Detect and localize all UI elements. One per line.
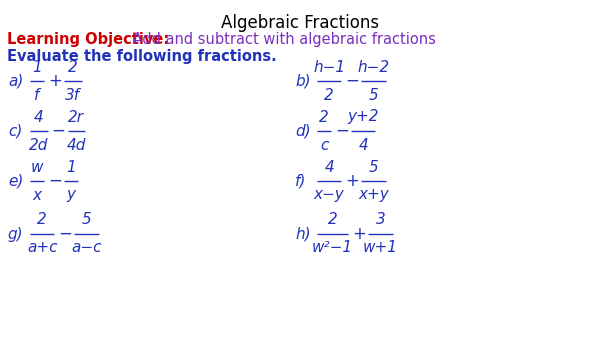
Text: 2: 2 [328, 213, 337, 227]
Text: 5: 5 [369, 87, 379, 102]
Text: y+2: y+2 [347, 109, 379, 124]
Text: w²−1: w²−1 [312, 240, 353, 256]
Text: 2: 2 [319, 109, 329, 124]
Text: +: + [346, 172, 359, 190]
Text: a−c: a−c [71, 240, 102, 256]
Text: c): c) [8, 123, 22, 139]
Text: c: c [320, 138, 328, 153]
Text: +: + [352, 225, 366, 243]
Text: 1: 1 [32, 60, 42, 75]
Text: d): d) [295, 123, 311, 139]
Text: g): g) [8, 226, 23, 241]
Text: 1: 1 [66, 160, 76, 175]
Text: a): a) [8, 74, 23, 88]
Text: x: x [32, 187, 41, 202]
Text: 2: 2 [68, 60, 77, 75]
Text: a+c: a+c [27, 240, 58, 256]
Text: 4: 4 [358, 138, 368, 153]
Text: h): h) [295, 226, 311, 241]
Text: e): e) [8, 174, 23, 188]
Text: f: f [34, 87, 40, 102]
Text: h−2: h−2 [358, 60, 389, 75]
Text: −: − [346, 72, 359, 90]
Text: 4d: 4d [67, 138, 86, 153]
Text: Learning Objective:: Learning Objective: [7, 32, 169, 47]
Text: +: + [48, 72, 62, 90]
Text: 2d: 2d [29, 138, 49, 153]
Text: b): b) [295, 74, 311, 88]
Text: Add and subtract with algebraic fractions: Add and subtract with algebraic fraction… [128, 32, 436, 47]
Text: −: − [58, 225, 73, 243]
Text: 5: 5 [82, 213, 91, 227]
Text: h−1: h−1 [313, 60, 345, 75]
Text: 4: 4 [325, 160, 334, 175]
Text: −: − [52, 122, 65, 140]
Text: Algebraic Fractions: Algebraic Fractions [221, 14, 379, 32]
Text: x+y: x+y [358, 187, 389, 202]
Text: 2: 2 [325, 87, 334, 102]
Text: 2r: 2r [68, 109, 85, 124]
Text: 3: 3 [376, 213, 385, 227]
Text: Evaluate the following fractions.: Evaluate the following fractions. [7, 49, 277, 64]
Text: 5: 5 [369, 160, 379, 175]
Text: −: − [335, 122, 349, 140]
Text: f): f) [295, 174, 307, 188]
Text: 3f: 3f [65, 87, 80, 102]
Text: w: w [31, 160, 43, 175]
Text: y: y [67, 187, 76, 202]
Text: 4: 4 [34, 109, 44, 124]
Text: w+1: w+1 [363, 240, 398, 256]
Text: −: − [48, 172, 62, 190]
Text: 2: 2 [37, 213, 47, 227]
Text: x−y: x−y [314, 187, 344, 202]
